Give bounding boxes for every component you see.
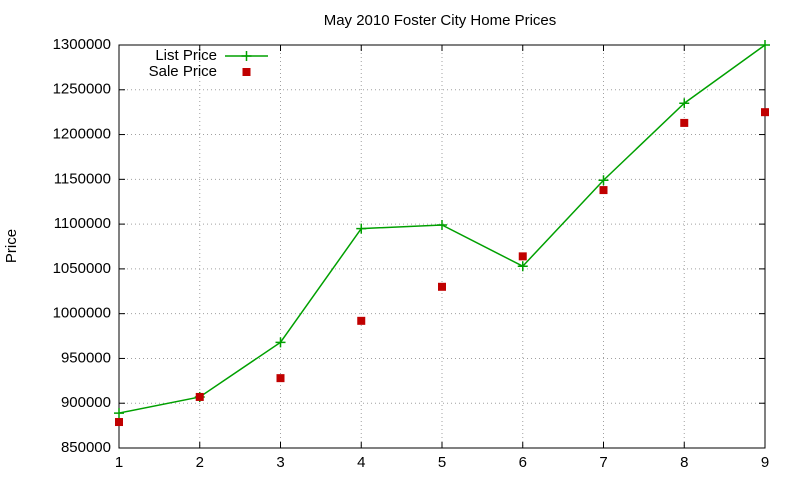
data-point [275,337,286,348]
data-point [437,220,447,231]
legend-marker [241,51,252,61]
legend-marker [242,68,251,76]
y-tick-label: 1250000 [53,81,111,98]
plot-border [118,44,766,449]
data-point [517,261,528,272]
y-tick-label: 1300000 [53,36,111,53]
y-tick-label: 1000000 [53,305,111,322]
data-point [598,175,609,186]
data-point [195,392,204,401]
legend-label: List Price [155,47,217,64]
x-tick-label: 1 [115,454,123,471]
y-tick-label: 1150000 [54,170,111,187]
data-point [761,108,769,117]
data-point [276,374,285,383]
x-tick-label: 9 [761,454,769,471]
y-tick-label: 950000 [61,349,111,366]
x-tick-label: 5 [438,454,446,471]
chart-title: May 2010 Foster City Home Prices [324,12,557,29]
data-point [114,408,124,419]
data-point [438,282,446,291]
data-point [115,418,123,427]
data-point [599,186,608,195]
data-point [356,223,367,234]
data-point [760,40,770,50]
y-axis-label: Price [3,229,20,263]
y-tick-label: 1050000 [53,260,111,277]
x-tick-label: 3 [276,454,284,471]
x-tick-label: 7 [599,454,607,471]
data-point [679,98,690,109]
data-point [518,252,527,261]
x-tick-label: 2 [196,454,204,471]
y-tick-label: 850000 [61,439,111,456]
legend-label: Sale Price [149,63,217,80]
x-tick-label: 8 [680,454,688,471]
y-tick-label: 900000 [61,394,111,411]
data-point [680,118,689,127]
data-point [357,316,366,325]
x-tick-label: 6 [519,454,527,471]
x-tick-label: 4 [357,454,365,471]
y-tick-label: 1100000 [54,215,111,232]
y-tick-label: 1200000 [53,126,111,143]
